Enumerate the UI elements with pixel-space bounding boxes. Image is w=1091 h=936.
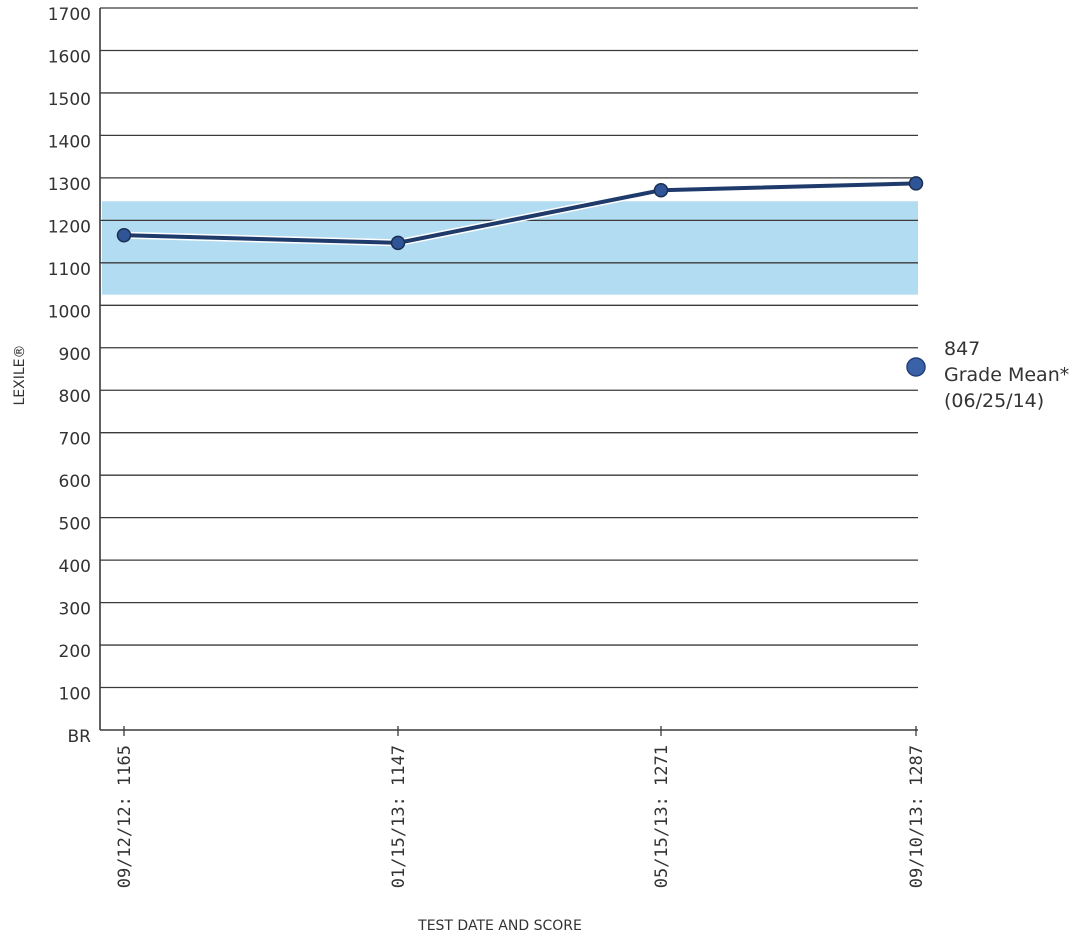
grade-mean-date: (06/25/14) bbox=[944, 390, 1044, 412]
grade-mean-marker bbox=[906, 357, 926, 377]
y-tick-label: 1000 bbox=[48, 302, 91, 322]
axes bbox=[99, 8, 918, 736]
y-tick-label: 100 bbox=[59, 685, 91, 705]
y-tick-label: 600 bbox=[59, 472, 91, 492]
y-tick-label: 1200 bbox=[48, 217, 91, 237]
y-axis-label: LEXILE® bbox=[12, 344, 28, 405]
y-tick-label: 200 bbox=[59, 642, 91, 662]
gridlines bbox=[100, 7, 918, 689]
y-tick-label: 400 bbox=[59, 557, 91, 577]
y-tick-label: 500 bbox=[59, 515, 91, 535]
data-point bbox=[653, 182, 669, 198]
y-tick-label: 1700 bbox=[48, 5, 91, 25]
y-tick-label: BR bbox=[68, 727, 92, 747]
series-line bbox=[123, 181, 917, 245]
y-tick-label: 800 bbox=[59, 387, 91, 407]
series-layer bbox=[116, 176, 924, 251]
x-axis-label: TEST DATE AND SCORE bbox=[417, 918, 582, 934]
y-tick-label: 1500 bbox=[48, 90, 91, 110]
data-point bbox=[390, 235, 406, 251]
data-point bbox=[116, 227, 132, 243]
grade-mean-value: 847 bbox=[944, 338, 980, 360]
y-tick-label: 700 bbox=[59, 430, 91, 450]
grade-mean-legend: 847 Grade Mean* (06/25/14) bbox=[906, 338, 1069, 412]
grade-mean-label: Grade Mean* bbox=[944, 364, 1069, 386]
x-tick-label: 01/15/13: 1147 bbox=[389, 745, 409, 888]
x-tick-label: 05/15/13: 1271 bbox=[652, 745, 672, 888]
y-tick-label: 1400 bbox=[48, 132, 91, 152]
y-tick-labels: BR 100 200 300 400 500 600 700 800 900 1000 1100 120… bbox=[48, 5, 91, 747]
x-tick-label: 09/12/12: 1165 bbox=[115, 745, 135, 888]
x-tick-label: 09/10/13: 1287 bbox=[907, 745, 927, 888]
data-point bbox=[908, 176, 924, 191]
y-tick-label: 1600 bbox=[48, 47, 91, 67]
grade-band-layer bbox=[102, 201, 918, 295]
y-tick-label: 900 bbox=[59, 345, 91, 365]
y-tick-label: 1100 bbox=[48, 260, 91, 280]
x-tick-labels: 09/12/12: 1165 01/15/13: 1147 05/15/13: 12… bbox=[115, 745, 927, 888]
y-tick-label: 300 bbox=[59, 600, 91, 620]
y-tick-label: 1300 bbox=[48, 175, 91, 195]
grade-range-band bbox=[102, 201, 918, 295]
